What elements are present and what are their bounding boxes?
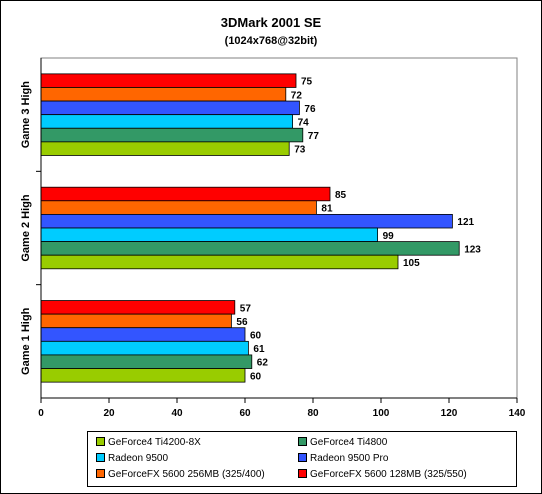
data-label: 81 [321, 204, 333, 215]
bar [40, 241, 460, 256]
x-tick-label: 100 [373, 408, 390, 419]
legend-label: GeForce4 Ti4200-8X [108, 437, 201, 448]
data-label: 77 [308, 131, 320, 142]
data-label: 56 [236, 317, 248, 328]
legend-item: Radeon 9500 [96, 452, 168, 465]
data-label: 62 [257, 358, 269, 369]
x-tick-label: 60 [239, 408, 251, 419]
legend-label: Radeon 9500 [108, 453, 169, 464]
legend-item: GeForce4 Ti4200-8X [96, 436, 201, 449]
bar [40, 327, 246, 342]
legend-swatch [96, 436, 105, 446]
legend-label: GeForceFX 5600 256MB (325/400) [108, 469, 265, 480]
legend-swatch [298, 452, 307, 462]
data-label: 121 [457, 217, 474, 228]
bar [40, 200, 317, 215]
chart-subtitle: (1024x768@32bit) [224, 35, 318, 47]
legend-label: GeForce4 Ti4800 [310, 437, 388, 448]
data-label: 60 [250, 331, 262, 342]
x-tick-label: 0 [38, 408, 44, 419]
legend-swatch [298, 436, 307, 446]
data-label: 61 [253, 344, 265, 355]
x-tick-label: 80 [307, 408, 319, 419]
bar [40, 100, 300, 116]
bar [40, 141, 290, 156]
bar [40, 354, 253, 369]
bar [40, 127, 304, 143]
legend-label: Radeon 9500 Pro [310, 453, 389, 464]
category-label: Game 1 High [20, 307, 32, 375]
x-tick-label: 20 [103, 408, 115, 419]
legend-swatch [96, 452, 105, 462]
legend-item: GeForceFX 5600 128MB (325/550) [298, 468, 467, 481]
bar [40, 87, 287, 102]
legend-item: Radeon 9500 Pro [298, 452, 388, 465]
legend-label: GeForceFX 5600 128MB (325/550) [310, 469, 467, 480]
bar [40, 73, 297, 88]
bar [40, 213, 453, 229]
bar [40, 368, 246, 383]
data-label: 75 [301, 77, 313, 88]
legend-item: GeForceFX 5600 256MB (325/400) [96, 468, 265, 481]
x-tick-label: 140 [509, 408, 526, 419]
legend: GeForce4 Ti4200-8X GeForce4 Ti4800 Radeon … [87, 431, 517, 487]
data-label: 123 [464, 244, 481, 255]
chart-title: 3DMark 2001 SE [220, 15, 322, 30]
bar [40, 300, 236, 315]
bar [40, 186, 331, 202]
legend-swatch [298, 468, 307, 478]
bar [40, 114, 294, 129]
bar [40, 227, 379, 243]
legend-swatch [96, 468, 105, 478]
data-label: 73 [294, 145, 306, 156]
legend-item: GeForce4 Ti4800 [298, 436, 387, 449]
category-label: Game 3 High [20, 81, 32, 149]
data-label: 74 [298, 117, 310, 128]
x-tick-label: 120 [441, 408, 458, 419]
bar [40, 254, 399, 270]
data-label: 85 [335, 190, 347, 201]
x-tick-label: 40 [171, 408, 183, 419]
data-label: 99 [383, 231, 395, 242]
data-label: 76 [304, 104, 316, 115]
bar [40, 313, 232, 329]
bar [40, 340, 249, 356]
data-label: 72 [291, 90, 303, 101]
data-label: 105 [403, 258, 420, 269]
category-label: Game 2 High [20, 194, 32, 262]
data-label: 57 [240, 303, 252, 314]
data-label: 60 [250, 371, 262, 382]
